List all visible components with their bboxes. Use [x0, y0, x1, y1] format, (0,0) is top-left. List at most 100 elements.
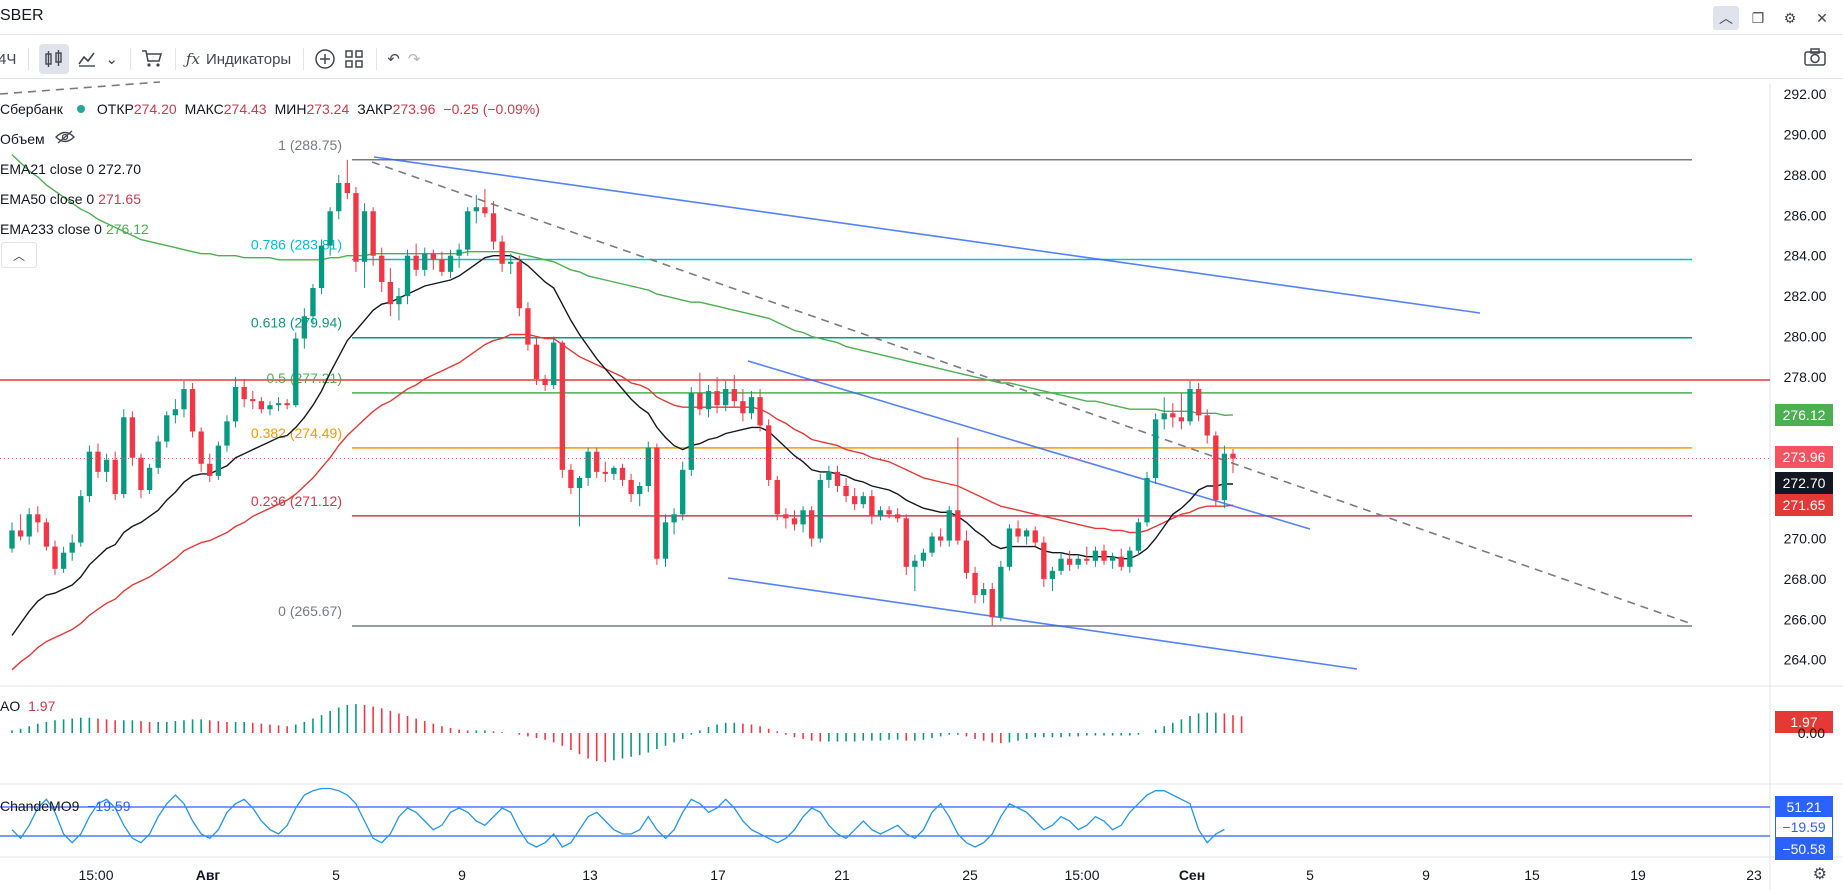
time-tick-label: 9 [458, 867, 466, 883]
undo-icon[interactable]: ↶ [387, 51, 400, 68]
toolbar-divider [174, 48, 176, 70]
ao-legend[interactable]: AO 1.97 [0, 698, 55, 714]
eye-off-icon[interactable] [54, 124, 75, 154]
candle-body [748, 397, 755, 414]
camera-icon[interactable] [1803, 47, 1827, 72]
volume-label[interactable]: Объем [0, 131, 45, 147]
add-circle-icon[interactable] [314, 44, 336, 74]
candle [585, 447, 591, 487]
candle-body [456, 249, 462, 256]
candle [499, 235, 505, 272]
candle [1161, 397, 1167, 430]
ao-label: AO [0, 698, 21, 714]
indicators-button[interactable]: ƒx Индикаторы [186, 44, 291, 74]
candle-body [894, 514, 901, 519]
ao-value-tag: 1.97 [1775, 711, 1833, 733]
redo-icon[interactable]: ↷ [407, 51, 421, 68]
collapse-icon[interactable]: ︿ [1713, 6, 1739, 30]
time-tick-label: Сен [1179, 867, 1205, 883]
candle [473, 195, 479, 224]
candle [920, 548, 927, 567]
chevron-down-icon[interactable]: ⌄ [105, 51, 118, 68]
candle-body [877, 510, 884, 517]
time-tick-label: 9 [1422, 867, 1430, 883]
candle [490, 201, 497, 250]
cmo-value: −19.59 [87, 798, 131, 814]
candle [1015, 520, 1021, 543]
candle-body [267, 405, 273, 410]
layout-grid-icon[interactable] [344, 44, 364, 74]
candle-body [1023, 530, 1030, 537]
legend-ohlc-row: Сбербанк ОТКР 274.20 МАКС 274.43 МИН 273… [0, 94, 540, 124]
candle-body [35, 514, 41, 523]
candle [637, 481, 643, 507]
candle-body [387, 281, 394, 305]
candle-body [1204, 415, 1210, 436]
candle [284, 399, 290, 410]
candle [516, 255, 522, 317]
ema233-value: 276.12 [105, 221, 149, 237]
ema21-label[interactable]: EMA21 close 0 [0, 161, 95, 177]
candle [43, 518, 50, 551]
candle-body [121, 417, 127, 495]
candle-body [490, 213, 497, 242]
cmo-legend[interactable]: ChandeMO9 −19.59 [0, 798, 131, 814]
candle-body [215, 445, 222, 476]
candle-body [611, 467, 617, 474]
candle-body [95, 451, 101, 472]
candle-body [1032, 530, 1038, 543]
fib-level-label: 1 (288.75) [278, 137, 342, 153]
legend-collapse-button[interactable]: ︿ [1, 242, 37, 268]
chart-toolbar: 4Ч ⌄ ƒx Индикаторы ↶ ↷ [0, 40, 1843, 79]
settings-icon[interactable]: ⚙ [1783, 9, 1797, 26]
candle [662, 514, 669, 567]
ema233-label[interactable]: EMA233 close 0 [0, 221, 102, 237]
area-chart-icon[interactable] [77, 44, 97, 74]
toolbar-divider [376, 48, 378, 70]
ema50-label[interactable]: EMA50 close 0 [0, 191, 95, 207]
candle [353, 187, 359, 272]
candle [164, 411, 170, 448]
time-tick-label: 5 [1306, 867, 1314, 883]
candle [602, 461, 608, 482]
candle [241, 378, 247, 408]
candle [533, 338, 540, 385]
candle-body [1015, 528, 1021, 537]
ao-value: 1.97 [28, 698, 56, 714]
candle-body [78, 496, 84, 543]
cmo-label: ChandeMO9 [0, 798, 80, 814]
candle [1058, 552, 1064, 575]
ema50-line [11, 333, 1234, 671]
interval-button[interactable]: 4Ч [0, 50, 17, 68]
low-label: МИН [274, 101, 307, 117]
time-tick-label: 21 [834, 867, 850, 883]
candle [275, 397, 282, 412]
candle [1127, 546, 1133, 573]
price-tick-label: 278.00 [1784, 369, 1827, 385]
candle-body [525, 308, 531, 345]
candle-body [1066, 558, 1073, 565]
time-tick-label: 15 [1524, 867, 1540, 883]
candle [1092, 546, 1099, 567]
legend-ema21-row: EMA21 close 0 272.70 [0, 154, 540, 184]
candle-body [172, 409, 179, 416]
symbol-name[interactable]: SBER [0, 7, 44, 24]
candle-body [594, 451, 600, 472]
candle-body [1075, 558, 1081, 565]
candle [1178, 393, 1185, 430]
candle [318, 239, 325, 295]
close-icon[interactable]: ✕ [1816, 9, 1828, 26]
cart-icon[interactable] [141, 44, 163, 74]
candle-body [241, 387, 247, 400]
scale-settings-icon[interactable]: ⚙ [1812, 866, 1827, 883]
candle-body [551, 342, 557, 385]
candle-body [980, 589, 987, 596]
candles-icon[interactable] [39, 44, 70, 74]
legend-symbol[interactable]: Сбербанк [0, 101, 63, 117]
restore-icon[interactable]: ❐ [1751, 9, 1765, 26]
candle-body [1178, 417, 1185, 422]
awesome-oscillator-pane [11, 704, 1243, 762]
candle-body [516, 261, 522, 309]
candle [731, 374, 737, 408]
